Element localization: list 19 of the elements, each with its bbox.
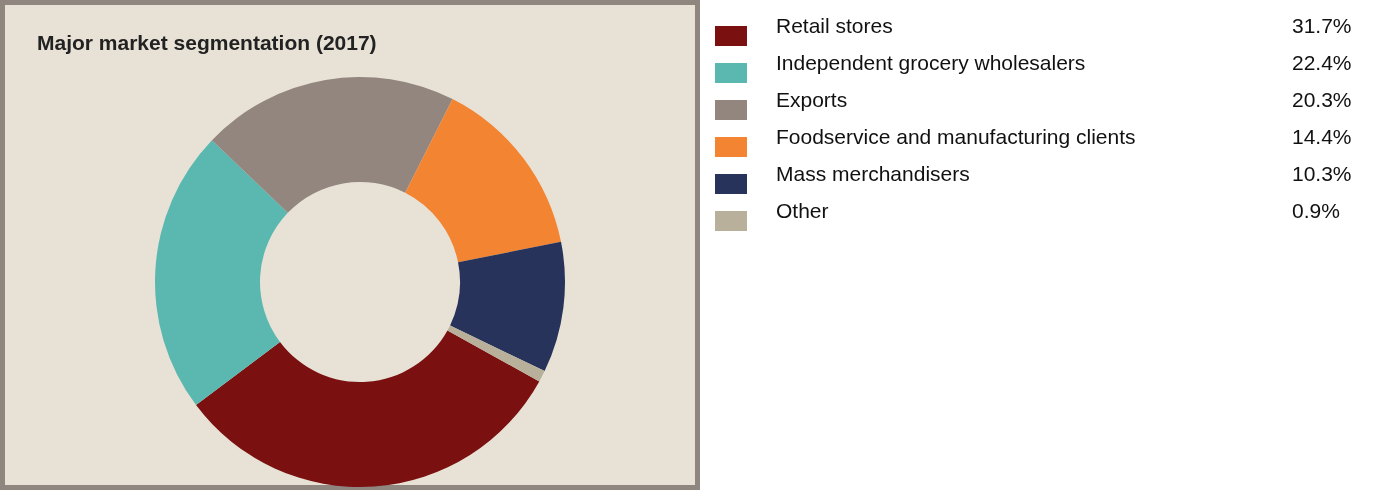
legend-label: Retail stores — [776, 14, 893, 38]
donut-slice — [450, 241, 565, 372]
legend-label: Exports — [776, 88, 848, 112]
data-label: 14.4% — [1292, 125, 1352, 149]
legend-label: Foodservice and manufacturing clients — [776, 125, 1136, 149]
data-label: 10.3% — [1292, 162, 1352, 186]
data-label: 31.7% — [1292, 14, 1352, 38]
legend-label: Mass merchandisers — [776, 162, 970, 186]
data-label: 0.9% — [1292, 199, 1340, 223]
donut-slice — [405, 99, 562, 263]
donut-slice — [211, 77, 453, 213]
text: Major market segmentation (2017) — [37, 31, 377, 55]
data-label: 22.4% — [1292, 51, 1352, 75]
donut-slice — [196, 330, 540, 487]
legend-label: Independent grocery wholesalers — [776, 51, 1086, 75]
data-label: 20.3% — [1292, 88, 1352, 112]
legend-label: Other — [776, 199, 829, 223]
donut-slice — [447, 325, 545, 382]
donut-slice — [155, 140, 288, 406]
